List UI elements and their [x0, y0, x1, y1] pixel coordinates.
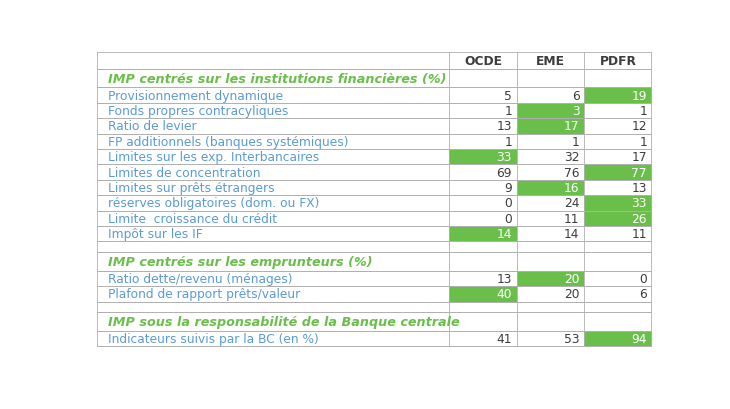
- Bar: [97, 242, 651, 253]
- Text: 3: 3: [572, 105, 580, 118]
- Text: 17: 17: [564, 120, 580, 133]
- Text: 9: 9: [504, 182, 512, 195]
- Text: 33: 33: [496, 151, 512, 164]
- Bar: [97, 53, 651, 70]
- Bar: [97, 134, 651, 150]
- Bar: [449, 150, 517, 165]
- Text: 13: 13: [496, 272, 512, 285]
- Bar: [97, 70, 651, 88]
- Text: 6: 6: [572, 90, 580, 102]
- Bar: [97, 253, 651, 271]
- Text: 16: 16: [564, 182, 580, 195]
- Text: 11: 11: [631, 228, 647, 240]
- Text: Limites sur prêts étrangers: Limites sur prêts étrangers: [108, 182, 275, 195]
- Bar: [97, 165, 651, 180]
- Text: 69: 69: [496, 166, 512, 179]
- Text: 17: 17: [631, 151, 647, 164]
- Bar: [449, 286, 517, 302]
- Text: EME: EME: [536, 55, 565, 68]
- Text: 77: 77: [631, 166, 647, 179]
- Bar: [97, 312, 651, 331]
- Text: Limites de concentration: Limites de concentration: [108, 166, 261, 179]
- Text: Impôt sur les IF: Impôt sur les IF: [108, 228, 203, 240]
- Text: 26: 26: [631, 212, 647, 225]
- Text: 14: 14: [564, 228, 580, 240]
- Text: 20: 20: [564, 288, 580, 301]
- Bar: [97, 227, 651, 242]
- Text: Limite  croissance du crédit: Limite croissance du crédit: [108, 212, 277, 225]
- Bar: [584, 88, 652, 103]
- Text: 14: 14: [496, 228, 512, 240]
- Text: Plafond de rapport prêts/valeur: Plafond de rapport prêts/valeur: [108, 288, 301, 301]
- Text: 0: 0: [504, 212, 512, 225]
- Text: 33: 33: [631, 197, 647, 210]
- Bar: [584, 331, 652, 346]
- Text: 0: 0: [639, 272, 647, 285]
- Text: 1: 1: [639, 135, 647, 148]
- Bar: [97, 103, 651, 119]
- Bar: [97, 271, 651, 286]
- Text: IMP centrés sur les emprunteurs (%): IMP centrés sur les emprunteurs (%): [108, 255, 373, 268]
- Bar: [449, 227, 517, 242]
- Bar: [97, 88, 651, 103]
- Bar: [97, 286, 651, 302]
- Bar: [517, 103, 584, 119]
- Text: IMP sous la responsabilité de la Banque centrale: IMP sous la responsabilité de la Banque …: [108, 315, 460, 328]
- Text: 13: 13: [631, 182, 647, 195]
- Text: 11: 11: [564, 212, 580, 225]
- Bar: [97, 196, 651, 211]
- Text: Fonds propres contracyliques: Fonds propres contracyliques: [108, 105, 288, 118]
- Bar: [517, 119, 584, 134]
- Text: 1: 1: [572, 135, 580, 148]
- Bar: [584, 165, 652, 180]
- Bar: [97, 119, 651, 134]
- Text: FP additionnels (banques systémiques): FP additionnels (banques systémiques): [108, 135, 349, 148]
- Text: 24: 24: [564, 197, 580, 210]
- Bar: [517, 271, 584, 286]
- Text: 12: 12: [631, 120, 647, 133]
- Text: 5: 5: [504, 90, 512, 102]
- Text: Ratio dette/revenu (ménages): Ratio dette/revenu (ménages): [108, 272, 293, 285]
- Text: PDFR: PDFR: [599, 55, 637, 68]
- Bar: [97, 331, 651, 346]
- Text: 94: 94: [631, 332, 647, 345]
- Text: 32: 32: [564, 151, 580, 164]
- Text: 76: 76: [564, 166, 580, 179]
- Text: Limites sur les exp. Interbancaires: Limites sur les exp. Interbancaires: [108, 151, 320, 164]
- Bar: [517, 180, 584, 196]
- Text: 53: 53: [564, 332, 580, 345]
- Text: 13: 13: [496, 120, 512, 133]
- Bar: [97, 180, 651, 196]
- Text: IMP centrés sur les institutions financières (%): IMP centrés sur les institutions financi…: [108, 72, 447, 85]
- Bar: [584, 196, 652, 211]
- Text: 1: 1: [504, 135, 512, 148]
- Bar: [97, 211, 651, 227]
- Text: 40: 40: [496, 288, 512, 301]
- Bar: [97, 150, 651, 165]
- Text: 6: 6: [639, 288, 647, 301]
- Text: Indicateurs suivis par la BC (en %): Indicateurs suivis par la BC (en %): [108, 332, 319, 345]
- Bar: [97, 302, 651, 312]
- Text: 19: 19: [631, 90, 647, 102]
- Text: Provisionnement dynamique: Provisionnement dynamique: [108, 90, 283, 102]
- Bar: [584, 211, 652, 227]
- Text: OCDE: OCDE: [464, 55, 502, 68]
- Text: 1: 1: [639, 105, 647, 118]
- Text: 1: 1: [504, 105, 512, 118]
- Text: 0: 0: [504, 197, 512, 210]
- Text: Ratio de levier: Ratio de levier: [108, 120, 197, 133]
- Text: réserves obligatoires (dom. ou FX): réserves obligatoires (dom. ou FX): [108, 197, 320, 210]
- Text: 20: 20: [564, 272, 580, 285]
- Text: 41: 41: [496, 332, 512, 345]
